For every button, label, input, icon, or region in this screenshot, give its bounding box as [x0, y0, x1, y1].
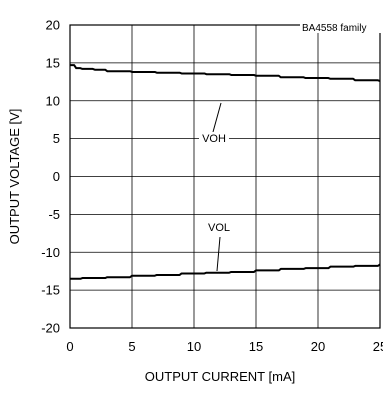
x-axis-title: OUTPUT CURRENT [mA] — [145, 369, 295, 384]
y-tick-labels: 20 15 10 5 0 -5 -10 -15 -20 — [41, 18, 60, 336]
vol-label: VOL — [208, 222, 230, 234]
series-layer — [70, 64, 381, 280]
y-tick-label: -5 — [48, 207, 60, 222]
y-tick-label: 20 — [46, 18, 60, 33]
voh-label-background — [199, 132, 229, 145]
vol-leader-line — [216, 236, 221, 272]
x-tick-label: 5 — [128, 339, 135, 354]
vol-label-background — [205, 221, 234, 234]
voh-label: VOH — [202, 133, 226, 145]
x-tick-labels: 0 5 10 15 20 25 — [66, 339, 383, 354]
x-tick-label: 0 — [66, 339, 73, 354]
x-tick-label: 20 — [311, 339, 325, 354]
plot-frame — [69, 24, 381, 329]
y-tick-label: 5 — [53, 131, 60, 146]
vol-series-line — [70, 263, 381, 280]
y-tick-label: -15 — [41, 283, 60, 298]
voh-leader-line — [212, 102, 222, 133]
x-tick-label: 15 — [249, 339, 263, 354]
voh-series-line — [70, 64, 381, 82]
family-label: BA4558 family — [302, 23, 366, 34]
family-label-background — [300, 21, 383, 33]
y-tick-label: -20 — [41, 321, 60, 336]
x-tick-label: 10 — [187, 339, 201, 354]
annotation-layer: VOH VOL — [199, 102, 234, 272]
y-tick-label: 0 — [53, 169, 60, 184]
y-tick-label: -10 — [41, 245, 60, 260]
x-tick-label: 25 — [373, 339, 383, 354]
y-tick-label: 10 — [46, 93, 60, 108]
y-tick-label: 15 — [46, 55, 60, 70]
y-axis-title: OUTPUT VOLTAGE [V] — [7, 109, 22, 245]
